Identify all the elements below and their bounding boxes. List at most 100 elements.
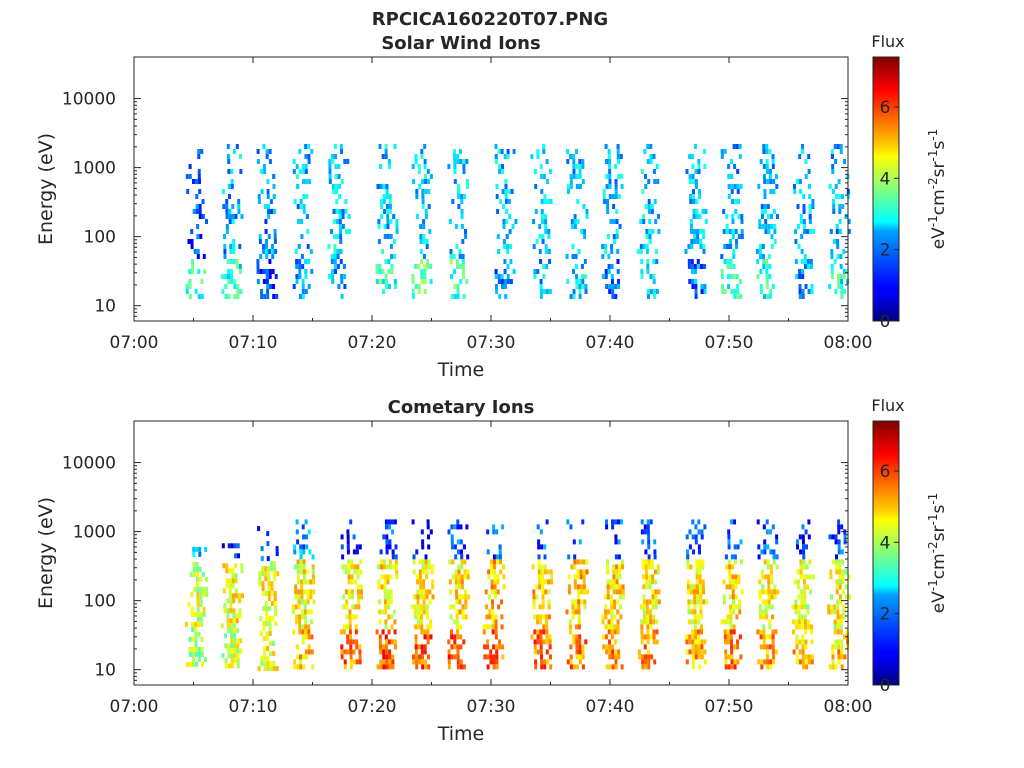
heatmap-cell: [237, 553, 240, 559]
heatmap-cell: [386, 574, 390, 580]
heatmap-cell: [572, 159, 576, 164]
heatmap-cell: [457, 574, 461, 580]
heatmap-cell: [500, 624, 504, 630]
heatmap-cell: [836, 604, 840, 610]
heatmap-cell: [544, 589, 548, 595]
heatmap-cell: [293, 549, 297, 555]
heatmap-cell: [738, 154, 742, 159]
heatmap-cell: [384, 144, 388, 149]
heatmap-cell: [729, 624, 733, 630]
heatmap-cell: [573, 214, 577, 219]
heatmap-cell: [838, 559, 842, 565]
heatmap-cell: [726, 244, 730, 249]
heatmap-cell: [342, 629, 346, 635]
heatmap-cell: [800, 259, 804, 264]
heatmap-cell: [506, 154, 510, 159]
heatmap-cell: [703, 524, 707, 530]
colorbar-tick-label: 4: [880, 533, 891, 553]
heatmap-cell: [539, 639, 543, 645]
heatmap-cell: [493, 574, 497, 580]
heatmap-cell: [494, 269, 498, 274]
heatmap-cell: [541, 589, 545, 595]
heatmap-cell: [604, 274, 608, 279]
heatmap-cell: [836, 619, 840, 625]
heatmap-cell: [647, 534, 651, 540]
heatmap-cell: [388, 654, 392, 660]
heatmap-cell: [345, 624, 349, 630]
heatmap-cell: [534, 184, 538, 189]
heatmap-cell: [185, 289, 189, 294]
heatmap-cell: [272, 294, 276, 299]
heatmap-cell: [608, 184, 612, 189]
heatmap-cell: [504, 189, 508, 194]
heatmap-cell: [422, 594, 426, 600]
heatmap-cell: [467, 594, 471, 600]
heatmap-cell: [221, 289, 225, 294]
heatmap-cell: [830, 249, 834, 254]
heatmap-cell: [530, 634, 534, 640]
panel-title: Cometary Ions: [388, 397, 535, 418]
heatmap-cell: [195, 561, 199, 567]
heatmap-cell: [539, 644, 543, 650]
heatmap-cell: [545, 519, 549, 525]
heatmap-cell: [349, 644, 353, 650]
heatmap-cell: [694, 169, 698, 174]
heatmap-cell: [740, 589, 744, 595]
heatmap-cell: [695, 564, 699, 570]
heatmap-cell: [198, 204, 202, 209]
heatmap-cell: [725, 229, 729, 234]
heatmap-cell: [809, 229, 813, 234]
heatmap-cell: [765, 269, 769, 274]
heatmap-cell: [349, 654, 353, 660]
x-tick-label: 08:00: [824, 697, 873, 717]
heatmap-cell: [331, 279, 335, 284]
heatmap-cell: [536, 154, 540, 159]
heatmap-cell: [685, 639, 689, 645]
heatmap-cell: [799, 569, 803, 575]
heatmap-cell: [347, 579, 351, 585]
heatmap-cell: [544, 249, 548, 254]
heatmap-cell: [270, 566, 274, 572]
heatmap-cell: [293, 664, 297, 670]
heatmap-cell: [236, 653, 240, 659]
heatmap-cell: [429, 529, 433, 535]
heatmap-cell: [653, 659, 657, 665]
heatmap-cell: [382, 289, 386, 294]
heatmap-cell: [301, 294, 305, 299]
heatmap-cell: [696, 594, 700, 600]
heatmap-cell: [574, 599, 578, 605]
heatmap-cell: [223, 234, 226, 239]
heatmap-cell: [337, 184, 341, 189]
heatmap-cell: [384, 609, 388, 615]
heatmap-cell: [687, 259, 691, 264]
heatmap-cell: [724, 289, 728, 294]
heatmap-cell: [688, 544, 692, 550]
heatmap-cell: [720, 149, 724, 154]
heatmap-cell: [740, 214, 744, 219]
heatmap-cell: [502, 239, 506, 244]
heatmap-cell: [387, 519, 391, 525]
heatmap-cell: [843, 634, 846, 640]
heatmap-cell: [578, 634, 582, 640]
heatmap-cell: [226, 259, 230, 264]
heatmap-cell: [607, 154, 611, 159]
heatmap-cell: [456, 644, 460, 650]
heatmap-cell: [729, 609, 733, 615]
x-tick-label: 07:20: [348, 697, 397, 717]
heatmap-cell: [191, 656, 195, 662]
heatmap-cell: [799, 549, 803, 555]
heatmap-cell: [840, 279, 844, 284]
heatmap-cell: [462, 664, 466, 670]
heatmap-cell: [302, 194, 306, 199]
heatmap-cell: [735, 614, 739, 620]
heatmap-cell: [225, 209, 229, 214]
heatmap-cell: [843, 654, 847, 660]
heatmap-cell: [295, 614, 298, 620]
heatmap-cell: [733, 664, 737, 670]
heatmap-cell: [390, 269, 394, 274]
heatmap-cell: [193, 249, 197, 254]
heatmap-cell: [197, 646, 201, 652]
heatmap-cell: [235, 618, 239, 624]
heatmap-cell: [450, 534, 454, 540]
heatmap-cell: [693, 144, 697, 149]
